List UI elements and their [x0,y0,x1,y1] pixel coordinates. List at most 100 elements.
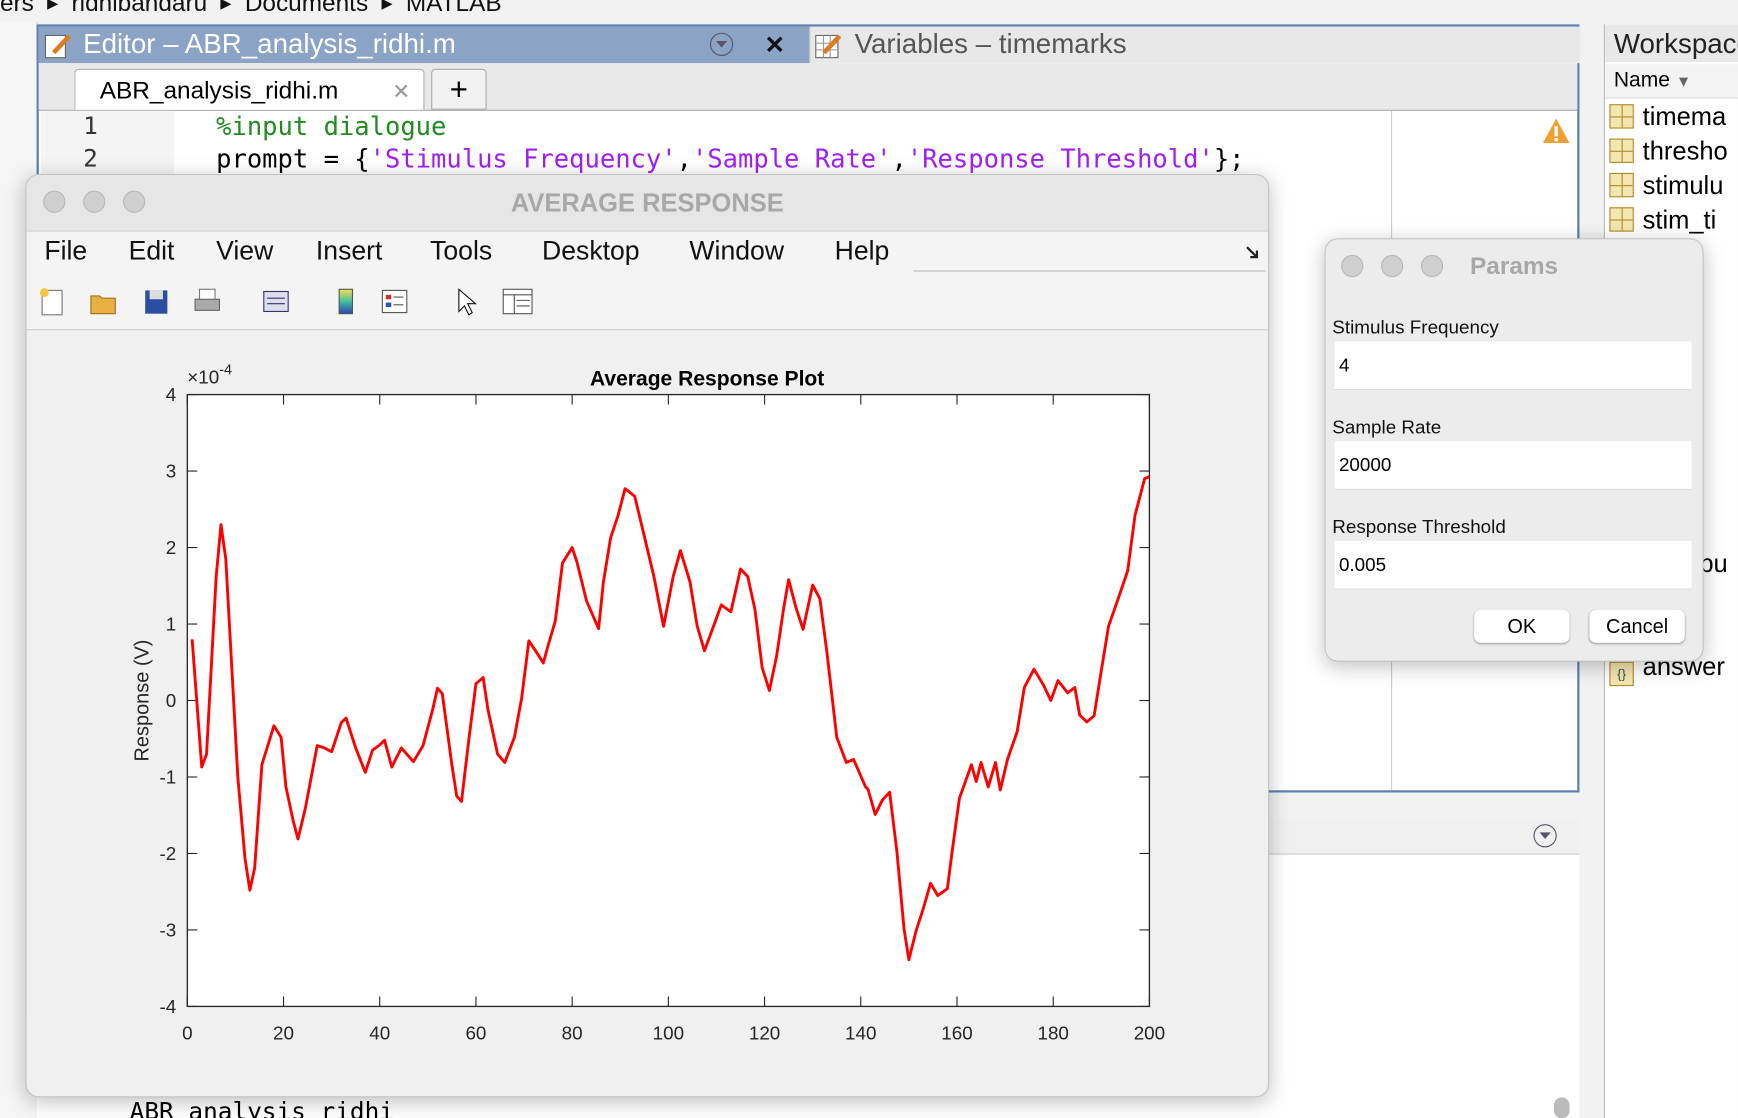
dialog-title: Params [1469,251,1559,280]
file-tab[interactable]: ABR_analysis_ridhi.m [74,68,425,110]
minimize-light[interactable] [83,190,106,213]
menu-item[interactable]: View [216,236,274,267]
sort-arrow: ▼ [1675,72,1692,90]
close-light[interactable] [43,190,66,213]
toolbar [26,275,1269,331]
workspace-item[interactable]: timema [1609,100,1726,133]
code-token: , [891,145,907,175]
variables-icon [815,34,842,59]
colorbar-tool[interactable] [331,287,360,316]
y-tick-label: 0 [166,690,176,711]
editor-icon [44,34,71,59]
multiplier-exponent: -4 [219,363,232,379]
tab-bar: ABR_analysis_ridhi.m + [38,63,1578,111]
x-tick-label: 20 [273,1023,294,1044]
chart-title: Average Response Plot [590,368,824,391]
column-header[interactable]: Name ▼ [1604,64,1738,99]
x-tick-label: 80 [562,1023,583,1044]
editor-title[interactable]: Editor – ABR_analysis_ridhi.m [38,26,810,64]
menu-item[interactable]: Help [834,236,890,267]
close-button[interactable] [764,33,786,55]
code-area: 1 %input dialogue 2 prompt = {'Stimulus Fre… [39,111,1569,222]
command-window [1263,817,1580,1118]
text-input[interactable]: 0.005 [1334,540,1692,590]
zoom-light[interactable] [1420,254,1444,278]
workspace-item[interactable]: stimulu [1609,168,1723,201]
separator: ▶ [47,0,59,12]
y-tick-label: -3 [159,920,176,941]
workspace-title: Workspace [1604,24,1738,63]
print-tool[interactable] [193,287,222,316]
menu-item[interactable]: Desktop [542,236,640,267]
dialog-button[interactable]: Cancel [1589,609,1685,643]
y-tick-label: -1 [159,767,176,788]
variable-name: thresho [1642,136,1728,166]
variable-icon [1609,138,1634,163]
pointer-tool[interactable] [453,287,482,316]
code-token: prompt = { [216,145,370,175]
panel-menu-button[interactable] [708,31,735,58]
property-tool[interactable] [501,287,534,316]
menu-item[interactable]: File [44,236,88,267]
variables-title[interactable]: Variables – timemarks [809,26,1580,64]
menu-item[interactable]: Edit [128,236,175,267]
save-tool[interactable] [142,287,171,316]
x-tick-label: 200 [1134,1023,1165,1044]
variable-icon: {} [1609,661,1634,687]
line-number: 2 [83,145,98,173]
y-multiplier: ×10-4 [187,363,232,388]
open-tool[interactable] [89,287,118,316]
menu-item[interactable]: Tools [430,236,493,267]
x-tick-label: 140 [845,1023,876,1044]
variable-icon [1609,104,1634,129]
close-light[interactable] [1341,254,1364,278]
warning-icon[interactable] [1542,117,1571,144]
code-token: 'Sample Rate' [691,145,892,175]
breadcrumb-item[interactable]: Documents [244,0,369,17]
tab-close[interactable] [392,82,410,100]
line-number: 1 [83,113,98,141]
breadcrumb-item[interactable]: ridhibandaru [71,0,208,17]
y-axis-label: Response (V) [132,640,154,762]
menu-item[interactable]: Insert [315,236,383,267]
variable-name: stim_ti [1642,205,1717,234]
separator: ▶ [381,0,393,12]
breadcrumb-item[interactable]: MATLAB [405,0,502,17]
code-line: %input dialogue [216,113,446,142]
dock-button[interactable] [1244,244,1262,262]
axes-box [186,393,1151,1008]
link-tool[interactable] [260,287,293,316]
workspace-item[interactable]: thresho [1609,134,1728,167]
new-figure-tool[interactable] [38,287,67,316]
dialog-button[interactable]: OK [1474,609,1570,643]
field-label: Response Threshold [1332,516,1506,538]
panel-menu-button[interactable] [1532,822,1559,849]
scrollbar[interactable] [1553,1097,1570,1118]
separator: ▶ [220,0,232,12]
menu-rule [913,270,1266,272]
data-line [190,475,1151,962]
command-line: ABR_analysis_ridhi [129,1098,394,1118]
breadcrumb-item[interactable]: ers [0,0,34,17]
code-line: prompt = {'Stimulus Frequency','Sample R… [216,145,1244,174]
figure-title: AVERAGE RESPONSE [26,175,1269,232]
text-input[interactable]: 20000 [1334,441,1692,490]
workspace-item[interactable]: stim_ti [1609,203,1716,236]
y-tick-label: 2 [166,537,176,558]
legend-tool[interactable] [380,287,409,316]
code-token: %input dialogue [216,113,447,142]
menu-item[interactable]: Window [689,236,785,267]
zoom-light[interactable] [123,190,146,213]
code-token: , [676,145,692,175]
text-input[interactable]: 4 [1334,341,1692,391]
variable-icon [1609,172,1634,198]
x-tick-label: 40 [369,1023,390,1044]
column-label: Name [1613,68,1671,92]
code-token: 'Stimulus Frequency' [369,145,677,175]
command-window-header [1263,817,1580,855]
plot-area [187,394,1150,1007]
x-tick-label: 120 [749,1023,780,1044]
new-tab[interactable]: + [431,68,487,110]
minimize-light[interactable] [1381,254,1404,278]
